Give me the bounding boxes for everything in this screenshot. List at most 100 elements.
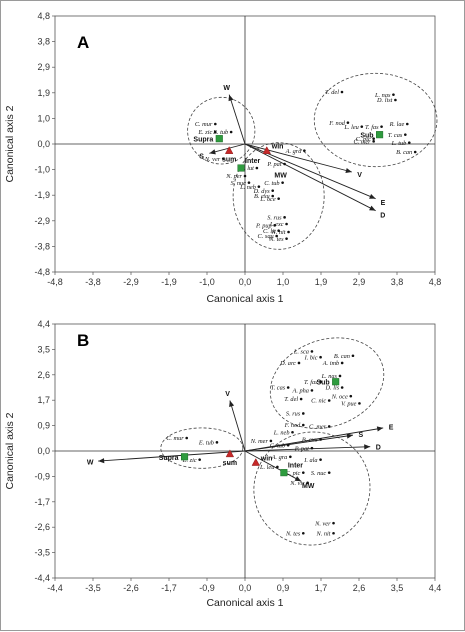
species-label: P. pup <box>255 223 272 230</box>
y-tick-label: 4,8 <box>37 11 50 21</box>
species-point <box>301 471 305 474</box>
centroid-label-inter: Inter <box>245 158 260 165</box>
y-tick-label: 4,4 <box>37 319 50 329</box>
species-point <box>276 465 279 469</box>
y-tick-label: -2,9 <box>34 216 50 226</box>
arrowhead-w <box>228 94 234 102</box>
centroid-label-sub: Sub <box>360 133 373 140</box>
arrow-label-d: D <box>376 444 381 451</box>
species-point <box>327 471 331 474</box>
species-label: B. can <box>334 353 350 360</box>
species-label: E. tub <box>198 440 214 447</box>
y-tick-label: -1,9 <box>34 190 50 200</box>
species-point <box>310 389 314 392</box>
species-label: E. zic <box>182 457 197 464</box>
y-tick-label: 1,0 <box>37 113 50 123</box>
species-label: C. squ <box>258 233 274 240</box>
species-label: R. lae <box>389 121 405 128</box>
panel-a: -4,8 -3,8 -2,9 -1,9 -1,0 0,0 1,0 1,9 2,9 3,8 4,8 4,… <box>4 11 441 305</box>
species-label: B. exu <box>302 437 318 444</box>
species-point <box>301 412 305 415</box>
species-point <box>310 350 314 353</box>
arrow-label-v: V <box>225 391 230 398</box>
species-point <box>247 181 251 184</box>
centroid-label-sum: sum <box>222 157 236 164</box>
arrowhead-mw <box>294 476 302 482</box>
species-point <box>340 386 344 389</box>
species-label: C. tub <box>264 180 279 187</box>
group-ellipse <box>253 431 371 546</box>
species-label: A. gra <box>285 148 302 155</box>
x-tick-label: 0,0 <box>239 583 252 593</box>
species-point <box>340 90 344 94</box>
centroid-sub-square <box>332 378 340 386</box>
species-point <box>285 237 288 240</box>
species-label: V. pue <box>341 401 356 408</box>
arrowhead-e <box>369 193 376 199</box>
species-point <box>283 216 286 219</box>
species-label: S. nuc <box>311 470 327 477</box>
species-point <box>297 361 301 365</box>
species-label: L. nas <box>374 92 391 99</box>
centroid-label-win: win <box>260 456 273 463</box>
arrow-label-s: S <box>359 432 364 439</box>
y-tick-label: 0,9 <box>37 421 50 431</box>
x-tick-label: -1,9 <box>161 277 177 287</box>
x-tick-label: 4,4 <box>429 583 442 593</box>
x-tick-label: 2,9 <box>353 277 366 287</box>
centroid-label-mw: MW <box>274 173 287 180</box>
species-point <box>301 423 305 427</box>
y-tick-label: 0,0 <box>37 446 50 456</box>
species-point <box>273 224 276 227</box>
x-tick-label: -4,4 <box>47 583 63 593</box>
species-label: S. nuc <box>231 180 247 187</box>
species-label: L. tub <box>391 140 407 147</box>
panel-letter: A <box>77 33 89 52</box>
species-point <box>215 441 219 444</box>
species-label: S. rus <box>267 215 282 222</box>
x-tick-label: 3,5 <box>391 583 404 593</box>
species-point <box>283 162 286 166</box>
centroid-win-triangle <box>262 146 271 154</box>
arrowhead-w <box>98 458 105 464</box>
species-point <box>306 481 309 485</box>
species-point <box>349 394 353 398</box>
species-label: C. mur <box>195 121 213 128</box>
y-axis-title: Canonical axis 2 <box>4 105 16 182</box>
species-label: N. oce <box>331 393 348 400</box>
species-point <box>255 166 259 170</box>
x-tick-label: -2,6 <box>123 583 139 593</box>
arrow-label-v: V <box>357 172 362 179</box>
group-ellipse <box>187 96 256 165</box>
x-tick-label: -4,8 <box>47 277 63 287</box>
species-label: C. nic <box>311 398 326 405</box>
group-ellipse <box>269 337 385 429</box>
species-point <box>332 531 335 535</box>
species-point <box>346 121 350 124</box>
group-ellipse <box>160 427 244 469</box>
x-axis-title: Canonical axis 1 <box>206 293 283 305</box>
species-label: T. cas <box>271 385 286 392</box>
y-axis-title: Canonical axis 2 <box>4 412 16 489</box>
species-label: A. imb <box>322 360 339 367</box>
x-tick-label: 0,9 <box>277 583 290 593</box>
species-label: C. mer <box>309 424 327 431</box>
species-point <box>286 386 290 389</box>
species-label: T. fas <box>365 124 379 131</box>
species-point <box>360 125 364 128</box>
arrow-d <box>244 446 371 452</box>
species-label: D. dys <box>253 188 271 195</box>
species-label: L. neb <box>273 429 290 436</box>
centroid-label-supra: Supra <box>193 137 213 144</box>
x-tick-label: 3,8 <box>391 277 404 287</box>
arrowhead-e <box>376 426 384 432</box>
centroid-inter-square <box>280 469 288 477</box>
y-tick-label: 3,8 <box>37 37 50 47</box>
x-tick-label: -3,5 <box>85 583 101 593</box>
species-point <box>214 130 217 134</box>
species-point <box>327 399 331 402</box>
y-tick-label: -2,6 <box>34 522 50 532</box>
arrow-label-e: E <box>389 425 394 432</box>
species-point <box>394 98 397 102</box>
